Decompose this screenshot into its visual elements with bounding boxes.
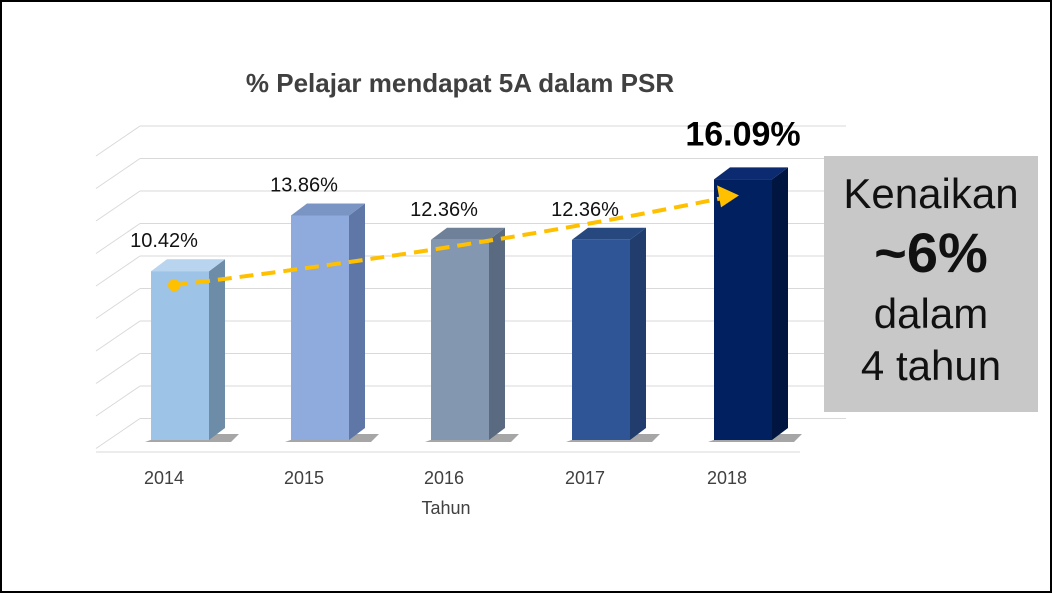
bar-side-2015 <box>349 203 365 440</box>
gridline-slant <box>95 353 141 384</box>
trend-arrowhead <box>717 185 739 208</box>
increase-callout: Kenaikan ~6% dalam 4 tahun <box>824 156 1038 412</box>
callout-line-2: ~6% <box>874 221 988 284</box>
data-label-2018: 16.09% <box>685 115 800 153</box>
bar-side-2017 <box>630 227 646 440</box>
bar-2017 <box>572 239 630 440</box>
bar-top-2016 <box>431 227 505 240</box>
tick-label-2014: 2014 <box>144 468 184 488</box>
tick-label-2018: 2018 <box>707 468 747 488</box>
tick-label-2017: 2017 <box>565 468 605 488</box>
data-label-2017: 12.36% <box>551 199 619 221</box>
bar-side-2016 <box>489 227 505 440</box>
gridline-slant <box>95 418 141 449</box>
chart-title: % Pelajar mendapat 5A dalam PSR <box>246 68 674 98</box>
x-axis-title: Tahun <box>421 498 470 518</box>
bar-2016 <box>431 239 489 440</box>
gridline-slant <box>95 223 141 254</box>
gridline-slant <box>95 320 141 352</box>
gridline-slant <box>95 190 141 222</box>
bar-2014 <box>151 271 209 440</box>
bar-top-2017 <box>572 227 646 240</box>
bar-side-2018 <box>772 167 788 441</box>
callout-line-1: Kenaikan <box>843 170 1019 217</box>
tick-label-2016: 2016 <box>424 468 464 488</box>
bar-2015 <box>291 215 349 440</box>
trend-line <box>173 196 722 288</box>
gridline-slant <box>95 385 141 417</box>
gridline-slant <box>95 288 141 319</box>
bar-side-2014 <box>209 259 225 440</box>
data-label-2014: 10.42% <box>130 230 198 252</box>
callout-line-4: 4 tahun <box>860 342 1002 389</box>
gridline-slant <box>95 125 141 157</box>
bar-top-2014 <box>151 259 225 272</box>
callout-line-3: dalam <box>873 290 989 337</box>
bar-top-2018 <box>714 167 788 180</box>
tick-label-2015: 2015 <box>284 468 324 488</box>
trend-start-dot <box>168 279 180 292</box>
bar-2018 <box>714 179 772 441</box>
gridline-slant <box>95 255 141 287</box>
bar-top-2015 <box>291 203 365 216</box>
data-label-2016: 12.36% <box>410 199 478 221</box>
gridline-slant <box>95 158 141 189</box>
data-label-2015: 13.86% <box>270 174 338 196</box>
